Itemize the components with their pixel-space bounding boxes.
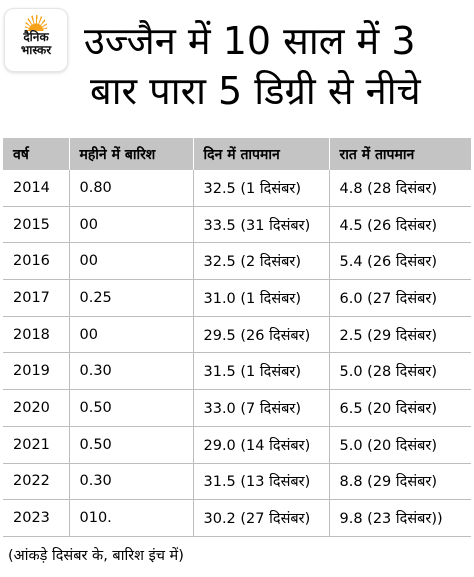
header-row: वर्ष महीने में बारिश दिन में तापमान रात … — [3, 138, 471, 170]
cell-year: 2019 — [3, 352, 69, 391]
cell-year: 2018 — [3, 316, 69, 354]
cell-night-temp: 6.5 (20 दिसंबर) — [328, 389, 471, 427]
sun-icon — [25, 15, 47, 31]
cell-year: 2016 — [3, 242, 69, 281]
cell-year: 2014 — [3, 170, 69, 207]
cell-day-temp: 32.5 (1 दिसंबर) — [192, 170, 329, 207]
cell-night-temp: 4.5 (26 दिसंबर) — [328, 206, 471, 244]
cell-rainfall: 0.25 — [68, 279, 193, 317]
header-night-temp: रात में तापमान — [328, 138, 471, 170]
cell-year: 2023 — [3, 499, 69, 537]
cell-rainfall: 00 — [68, 316, 193, 354]
cell-rainfall: 00 — [68, 206, 193, 244]
cell-rainfall: 0.30 — [68, 352, 193, 391]
table-row: 2023 010. 30.2 (27 दिसंबर) 9.8 (23 दिसंब… — [3, 499, 471, 537]
cell-rainfall: 0.50 — [68, 389, 193, 427]
table-row: 2020 0.50 33.0 (7 दिसंबर) 6.5 (20 दिसंबर… — [3, 389, 471, 427]
logo-line-2: भास्कर — [20, 43, 52, 57]
cell-day-temp: 31.5 (13 दिसंबर) — [192, 463, 329, 501]
header-rainfall: महीने में बारिश — [68, 138, 193, 170]
cell-night-temp: 8.8 (29 दिसंबर) — [328, 463, 471, 501]
cell-day-temp: 29.5 (26 दिसंबर) — [192, 316, 329, 354]
cell-year: 2017 — [3, 279, 69, 317]
cell-night-temp: 5.0 (28 दिसंबर) — [328, 352, 471, 391]
cell-rainfall: 010. — [68, 499, 193, 537]
cell-night-temp: 5.0 (20 दिसंबर) — [328, 426, 471, 464]
cell-day-temp: 31.0 (1 दिसंबर) — [192, 279, 329, 317]
cell-day-temp: 33.5 (31 दिसंबर) — [192, 206, 329, 244]
cell-year: 2022 — [3, 463, 69, 501]
cell-day-temp: 31.5 (1 दिसंबर) — [192, 352, 329, 391]
table-header: वर्ष महीने में बारिश दिन में तापमान रात … — [3, 138, 471, 170]
table-row: 2017 0.25 31.0 (1 दिसंबर) 6.0 (27 दिसंबर… — [3, 279, 471, 317]
cell-year: 2015 — [3, 206, 69, 244]
table-row: 2021 0.50 29.0 (14 दिसंबर) 5.0 (20 दिसंब… — [3, 426, 471, 464]
table-row: 2015 00 33.5 (31 दिसंबर) 4.5 (26 दिसंबर) — [3, 206, 471, 244]
table-row: 2014 0.80 32.5 (1 दिसंबर) 4.8 (28 दिसंबर… — [3, 170, 471, 207]
table-row: 2018 00 29.5 (26 दिसंबर) 2.5 (29 दिसंबर) — [3, 316, 471, 354]
page-title: उज्जैन में 10 साल में 3 बार पारा 5 डिग्र… — [84, 16, 464, 116]
footnote: (आंकड़े दिसंबर के, बारिश इंच में) — [8, 548, 184, 564]
title-line-1: उज्जैन में 10 साल में 3 — [84, 19, 416, 63]
header: दैनिक भास्कर उज्जैन में 10 साल में 3 बार… — [0, 0, 474, 134]
cell-night-temp: 2.5 (29 दिसंबर) — [328, 316, 471, 354]
cell-day-temp: 32.5 (2 दिसंबर) — [192, 242, 329, 281]
weather-table: वर्ष महीने में बारिश दिन में तापमान रात … — [3, 138, 471, 537]
table-row: 2022 0.30 31.5 (13 दिसंबर) 8.8 (29 दिसंब… — [3, 463, 471, 501]
cell-night-temp: 9.8 (23 दिसंबर)) — [328, 499, 471, 537]
cell-night-temp: 6.0 (27 दिसंबर) — [328, 279, 471, 317]
cell-day-temp: 33.0 (7 दिसंबर) — [192, 389, 329, 427]
cell-day-temp: 30.2 (27 दिसंबर) — [192, 499, 329, 537]
header-year: वर्ष — [13, 146, 29, 163]
cell-rainfall: 0.80 — [68, 170, 193, 207]
brand-logo[interactable]: दैनिक भास्कर — [4, 8, 68, 72]
table-row: 2016 00 32.5 (2 दिसंबर) 5.4 (26 दिसंबर) — [3, 242, 471, 281]
cell-year: 2021 — [3, 426, 69, 464]
cell-year: 2020 — [3, 389, 69, 427]
cell-night-temp: 5.4 (26 दिसंबर) — [328, 242, 471, 281]
title-line-2: बार पारा 5 डिग्री से नीचे — [90, 69, 421, 113]
table-row: 2019 0.30 31.5 (1 दिसंबर) 5.0 (28 दिसंबर… — [3, 352, 471, 391]
header-day-temp: दिन में तापमान — [192, 138, 329, 170]
cell-rainfall: 0.30 — [68, 463, 193, 501]
cell-day-temp: 29.0 (14 दिसंबर) — [192, 426, 329, 464]
logo-line-1: दैनिक — [23, 30, 49, 44]
cell-rainfall: 0.50 — [68, 426, 193, 464]
table-body: 2014 0.80 32.5 (1 दिसंबर) 4.8 (28 दिसंबर… — [3, 170, 471, 537]
cell-night-temp: 4.8 (28 दिसंबर) — [328, 170, 471, 207]
cell-rainfall: 00 — [68, 242, 193, 281]
